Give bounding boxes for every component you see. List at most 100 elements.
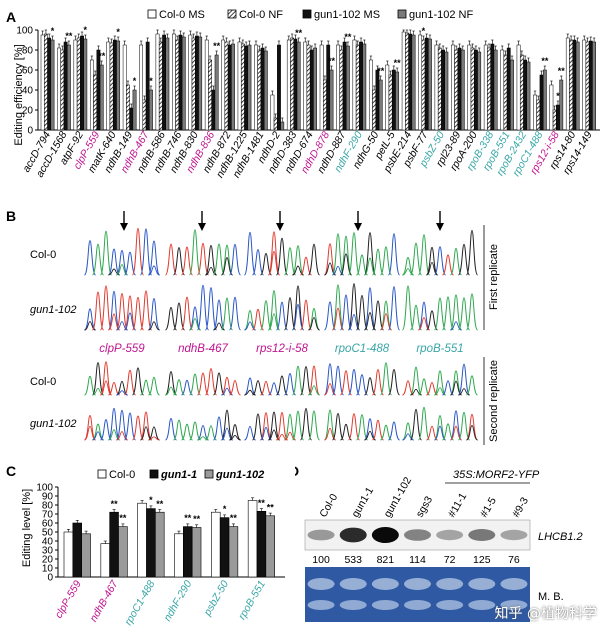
chromatogram-peak xyxy=(355,294,369,331)
lane-label: Col-0 xyxy=(317,492,340,520)
bar xyxy=(256,510,267,578)
y-tick-label: 40 xyxy=(22,86,34,97)
rrna-band xyxy=(404,600,431,610)
chromatogram-peak xyxy=(291,365,305,396)
significance-star: * xyxy=(84,25,88,35)
y-tick-label: 50 xyxy=(42,528,54,539)
y-tick-label: 80 xyxy=(22,46,34,57)
first-replicate-label: First replicate xyxy=(488,244,500,310)
chromatogram-peak xyxy=(379,300,393,331)
bar xyxy=(454,49,459,131)
chromatogram-peak xyxy=(409,366,423,396)
chromatogram-peak-secondary xyxy=(308,385,320,396)
bar xyxy=(237,41,242,131)
chromatogram-peak xyxy=(356,254,368,276)
bar xyxy=(50,39,55,131)
bar xyxy=(47,37,52,131)
chromatogram-peak xyxy=(449,410,463,441)
bar xyxy=(60,49,65,131)
bar xyxy=(362,43,367,131)
chromatogram-peak xyxy=(164,306,178,331)
chromatogram-peak-secondary xyxy=(92,431,104,441)
chromatogram-peak xyxy=(331,413,345,441)
chromatogram-peak xyxy=(442,254,454,276)
chromatogram-peak xyxy=(229,380,241,396)
significance-star: ** xyxy=(156,499,164,509)
bar xyxy=(139,44,144,131)
chromatogram-peak xyxy=(457,297,471,331)
chromatogram-peak-secondary xyxy=(140,426,152,441)
chromatogram-peak xyxy=(212,299,226,331)
bar xyxy=(83,38,88,131)
bar xyxy=(539,74,544,131)
panel-a-letter: A xyxy=(6,9,16,25)
chromatogram-peak xyxy=(268,382,280,396)
bar xyxy=(516,44,521,131)
chromatogram-peak xyxy=(84,375,96,396)
chromatogram-peak xyxy=(465,229,479,276)
chromatogram-peak xyxy=(267,411,281,441)
chromatogram-peak-secondary xyxy=(221,387,233,396)
bar xyxy=(493,49,498,131)
chromatogram-peak xyxy=(139,290,153,331)
chromatogram-peak xyxy=(275,412,289,441)
significance-star: ** xyxy=(119,513,127,523)
y-tick-label: 90 xyxy=(42,492,54,503)
construct-label: 35S:MORF2-YFP xyxy=(453,469,540,481)
chromatogram-peak xyxy=(457,243,471,276)
chromatogram-peak xyxy=(99,361,113,396)
x-tick-label: ndhB-467 xyxy=(88,578,122,624)
chromatogram-peak-secondary xyxy=(324,262,336,276)
rrna-band xyxy=(307,600,335,610)
chromatogram-peak xyxy=(131,367,145,396)
chromatogram-peak xyxy=(204,287,218,331)
bar xyxy=(227,44,232,131)
legend-label: gun1-102 xyxy=(215,469,264,481)
bar xyxy=(444,51,449,131)
edit-site-arrowhead-icon xyxy=(276,223,284,231)
chromatogram-peak xyxy=(107,407,121,441)
bar xyxy=(273,117,278,131)
chromatogram-peak xyxy=(388,421,400,441)
bar xyxy=(263,50,268,131)
chromatogram-peak xyxy=(260,253,272,276)
significance-star: ** xyxy=(193,514,201,524)
chromatogram-peak xyxy=(425,246,439,276)
row-label: gun1-102 xyxy=(30,304,77,316)
rrna-band xyxy=(468,600,496,610)
bar xyxy=(460,49,465,131)
chromatogram-peak-secondary xyxy=(324,427,336,441)
bar xyxy=(483,44,488,131)
bar xyxy=(155,33,160,131)
legend-swatch xyxy=(397,9,407,19)
bar xyxy=(323,79,327,131)
bar xyxy=(336,44,340,131)
chromatogram-peak xyxy=(148,426,160,441)
watermark-text: 知乎 @植物科学 xyxy=(494,606,597,622)
significance-star: ** xyxy=(328,56,336,66)
chromatogram-peak xyxy=(379,246,393,276)
legend-label: Col-0 MS xyxy=(159,9,205,21)
chromatogram-peak xyxy=(107,290,121,331)
bar xyxy=(411,34,416,131)
panel-c-xlabels: clpP-559 ndhB-467 rpoC1-488 ndhF-290 psbZ-50… xyxy=(53,578,268,628)
chromatogram-peak-secondary xyxy=(450,380,462,396)
chromatogram-peak xyxy=(228,243,242,276)
quant-value: 125 xyxy=(473,554,491,566)
rrna-band xyxy=(436,578,464,590)
chromatogram-peak xyxy=(123,295,137,331)
chromatogram-peak xyxy=(197,425,209,441)
significance-star: * xyxy=(149,495,153,505)
chromatogram-peak xyxy=(323,301,337,331)
chromatogram-peak-secondary xyxy=(229,434,241,441)
chromatogram-peak xyxy=(323,243,337,276)
chromatogram-peak xyxy=(347,413,361,441)
significance-star: ** xyxy=(558,66,566,76)
chromatogram-peak xyxy=(84,308,96,331)
chromatogram-peak xyxy=(131,415,145,441)
site-label: rpoB-551 xyxy=(416,343,463,355)
chromatogram-peak-secondary xyxy=(458,388,470,396)
chromatogram-peak xyxy=(212,416,226,441)
chromatogram-peak xyxy=(371,248,385,276)
significance-star: ** xyxy=(394,58,402,68)
